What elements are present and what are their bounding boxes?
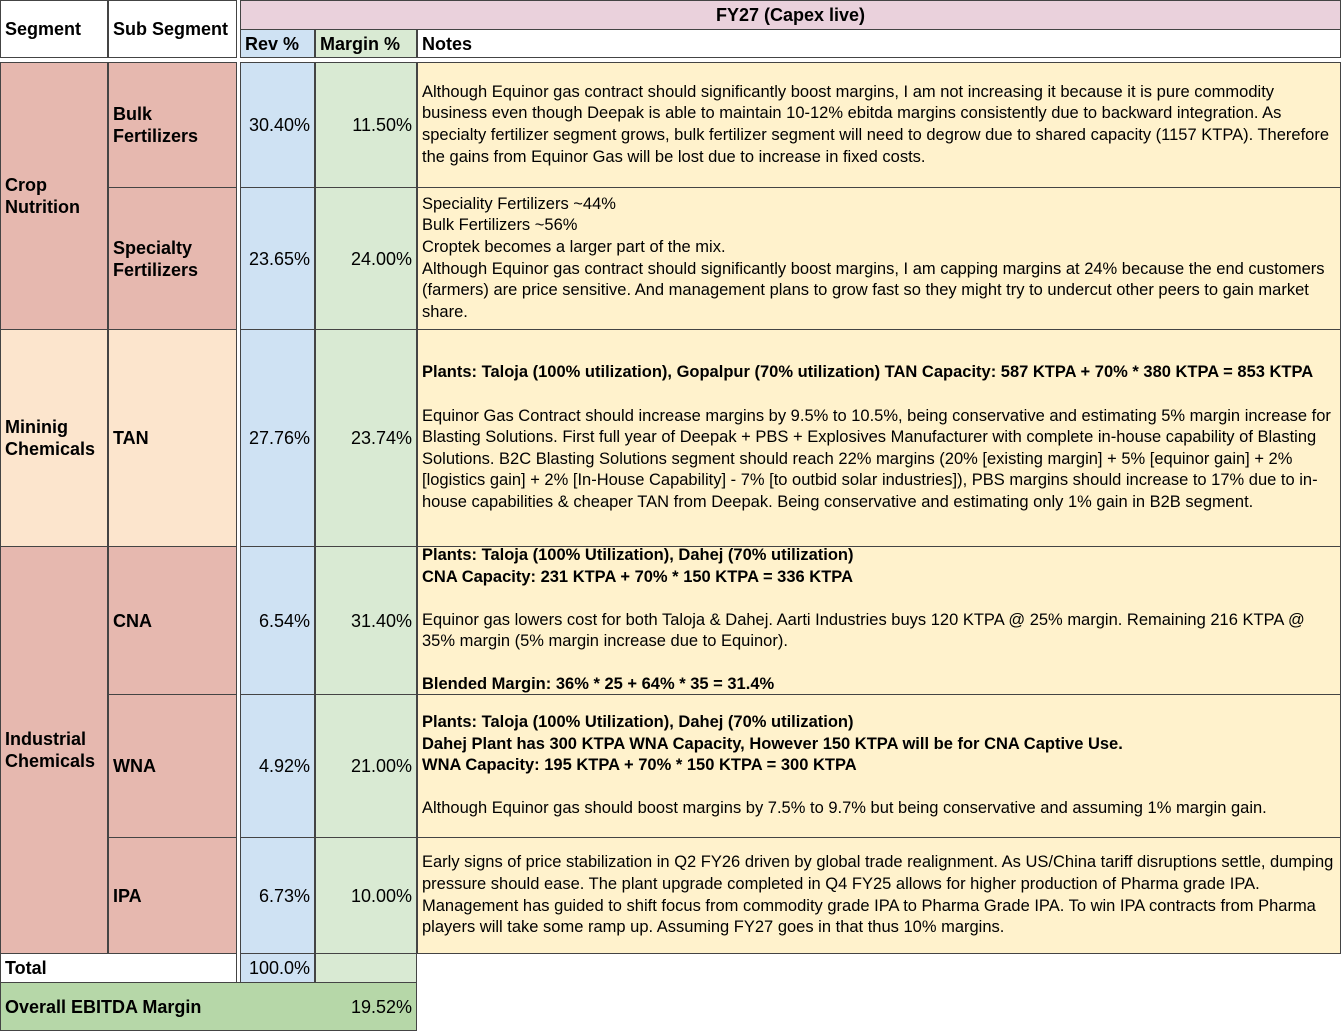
header-period: FY27 (Capex live) <box>240 0 1341 30</box>
margin-pct: 21.00% <box>315 694 417 838</box>
header-notes-text: Notes <box>422 33 473 54</box>
note-line: Croptek becomes a larger part of the mix… <box>422 237 726 256</box>
note-line: Plants: Taloja (100% Utilization), Dahej… <box>422 545 854 564</box>
note-block: Speciality Fertilizers ~44% Bulk Fertiliz… <box>422 194 1336 324</box>
rev-pct-text: 23.65% <box>248 248 310 269</box>
note-line: WNA Capacity: 195 KTPA + 70% * 150 KTPA … <box>422 756 857 775</box>
note-block: Early signs of price stabilization in Q2… <box>422 852 1336 938</box>
overall-value: 19.52% <box>350 996 412 1017</box>
rev-pct-text: 6.73% <box>258 885 310 906</box>
header-rev-text: Rev % <box>245 33 300 54</box>
note-line: Plants: Taloja (100% Utilization), Dahej… <box>422 713 854 732</box>
margin-pct-text: 31.40% <box>350 610 412 631</box>
total-rev: 100.0% <box>240 953 315 983</box>
rev-pct-text: 4.92% <box>258 756 310 776</box>
sub-segment: IPA <box>108 837 237 954</box>
segment: Industrial Chemicals <box>0 546 108 954</box>
header-segment-text: Segment <box>5 19 82 39</box>
notes: Speciality Fertilizers ~44% Bulk Fertiliz… <box>417 187 1341 330</box>
notes: Plants: Taloja (100% Utilization), Dahej… <box>417 546 1341 695</box>
rev-pct: 6.73% <box>240 837 315 954</box>
segment-text: Crop Nutrition <box>5 175 80 217</box>
header-segment: Segment <box>0 0 108 58</box>
margin-pct-text: 10.00% <box>350 885 412 906</box>
note-line: Bulk Fertilizers ~56% <box>422 216 578 235</box>
sub-segment: Specialty Fertilizers <box>108 187 237 330</box>
note-line: Plants: Taloja (100% utilization), Gopal… <box>422 363 1314 382</box>
notes: Plants: Taloja (100% utilization), Gopal… <box>417 329 1341 547</box>
note-block: Blended Margin: 36% * 25 + 64% * 35 = 31… <box>422 674 774 696</box>
overall-row: Overall EBITDA Margin 19.52% <box>0 982 417 1031</box>
sub-segment-text: Bulk Fertilizers <box>113 104 199 146</box>
segment: Mininig Chemicals <box>0 329 108 547</box>
segment-text: Mininig Chemicals <box>5 417 96 459</box>
note-block: Although Equinor gas contract should sig… <box>422 82 1336 168</box>
rev-pct: 6.54% <box>240 546 315 695</box>
sub-segment-text: WNA <box>113 756 156 776</box>
total-rev-text: 100.0% <box>248 958 310 978</box>
sub-segment: TAN <box>108 329 237 547</box>
header-margin: Margin % <box>315 29 417 58</box>
sub-segment-text: CNA <box>113 610 152 631</box>
note-line: Although Equinor gas should boost margin… <box>422 799 1267 818</box>
note-block: Although Equinor gas should boost margin… <box>422 798 1267 820</box>
note-line: Dahej Plant has 300 KTPA WNA Capacity, H… <box>422 734 1123 753</box>
rev-pct: 4.92% <box>240 694 315 838</box>
rev-pct: 30.40% <box>240 62 315 188</box>
notes: Although Equinor gas contract should sig… <box>417 62 1341 188</box>
note-line: Blended Margin: 36% * 25 + 64% * 35 = 31… <box>422 675 775 694</box>
sub-segment: CNA <box>108 546 237 695</box>
margin-pct: 10.00% <box>315 837 417 954</box>
segment: Crop Nutrition <box>0 62 108 330</box>
note-block: Equinor Gas Contract should increase mar… <box>422 406 1336 514</box>
margin-pct-text: 21.00% <box>350 756 412 776</box>
segment-text: Industrial Chemicals <box>5 729 96 771</box>
margin-pct: 23.74% <box>315 329 417 547</box>
sub-segment: WNA <box>108 694 237 838</box>
note-block: Plants: Taloja (100% Utilization), Dahej… <box>422 545 854 588</box>
margin-pct: 24.00% <box>315 187 417 330</box>
overall-label: Overall EBITDA Margin <box>5 996 202 1017</box>
rev-pct-text: 27.76% <box>248 428 310 448</box>
note-line: CNA Capacity: 231 KTPA + 70% * 150 KTPA … <box>422 567 853 586</box>
note-line: Although Equinor gas contract should sig… <box>422 259 1325 321</box>
margin-pct-text: 23.74% <box>350 428 412 448</box>
header-notes: Notes <box>417 29 1341 58</box>
total-margin <box>315 953 417 983</box>
rev-pct-text: 30.40% <box>248 115 310 135</box>
rev-pct-text: 6.54% <box>258 610 310 631</box>
sub-segment-text: Specialty Fertilizers <box>113 237 199 280</box>
margin-pct-text: 24.00% <box>350 248 412 269</box>
note-line: Speciality Fertilizers ~44% <box>422 194 616 213</box>
header-sub-segment-text: Sub Segment <box>113 19 229 39</box>
header-margin-text: Margin % <box>320 33 401 54</box>
header-period-text: FY27 (Capex live) <box>715 5 866 25</box>
header-sub-segment: Sub Segment <box>108 0 237 58</box>
notes: Early signs of price stabilization in Q2… <box>417 837 1341 954</box>
margin-pct: 11.50% <box>315 62 417 188</box>
notes: Plants: Taloja (100% Utilization), Dahej… <box>417 694 1341 838</box>
sub-segment-text: TAN <box>113 428 149 448</box>
margin-pct: 31.40% <box>315 546 417 695</box>
note-line: Although Equinor gas contract should sig… <box>422 82 1330 166</box>
note-block: Plants: Taloja (100% utilization), Gopal… <box>422 362 1313 384</box>
note-line: Equinor Gas Contract should increase mar… <box>422 406 1331 511</box>
rev-pct: 27.76% <box>240 329 315 547</box>
note-block: Equinor gas lowers cost for both Taloja … <box>422 610 1336 653</box>
rev-pct: 23.65% <box>240 187 315 330</box>
sub-segment: Bulk Fertilizers <box>108 62 237 188</box>
note-block: Plants: Taloja (100% Utilization), Dahej… <box>422 712 1123 777</box>
total-label: Total <box>0 953 237 983</box>
note-line: Early signs of price stabilization in Q2… <box>422 853 1334 937</box>
note-line: Equinor gas lowers cost for both Taloja … <box>422 610 1305 651</box>
sub-segment-text: IPA <box>113 885 142 906</box>
total-label-text: Total <box>5 958 47 978</box>
header-rev: Rev % <box>240 29 315 58</box>
margin-pct-text: 11.50% <box>352 115 412 135</box>
